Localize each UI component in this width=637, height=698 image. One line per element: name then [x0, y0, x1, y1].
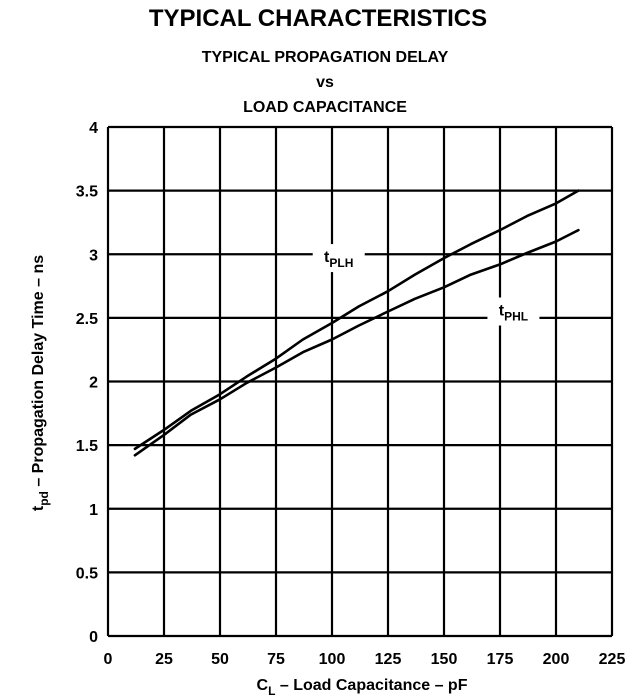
series-label-tplh: tPLH — [324, 249, 353, 270]
x-tick-label: 75 — [267, 651, 285, 668]
y-tick-label: 4 — [89, 120, 98, 137]
y-axis-label: tpd – Propagation Delay Time – ns — [30, 255, 51, 511]
series-line-tplh — [133, 189, 580, 451]
x-tick-label: 200 — [543, 651, 570, 668]
chart-title-vs: vs — [316, 74, 334, 91]
y-tick-label: 1.5 — [76, 438, 98, 455]
x-tick-label: 175 — [487, 651, 514, 668]
y-tick-label: 1 — [89, 502, 98, 519]
series-labels: tPLH tPHL — [312, 244, 540, 326]
y-tick-label: 2.5 — [76, 311, 98, 328]
series-lines — [133, 189, 580, 457]
tick-labels: 0 25 50 75 100 125 150 175 200 225 0 0.5 1 1.5 2 2.5 3 3.… — [76, 120, 626, 668]
page-title: TYPICAL CHARACTERISTICS — [149, 5, 487, 32]
y-tick-label: 2 — [89, 375, 98, 392]
x-tick-label: 225 — [599, 651, 626, 668]
series-line-tphl — [133, 228, 580, 457]
x-axis-label: CL – Load Capacitance – pF — [257, 677, 468, 698]
x-tick-label: 125 — [375, 651, 402, 668]
y-tick-label: 3 — [89, 247, 98, 264]
series-label-tphl: tPHL — [499, 303, 528, 324]
x-tick-label: 150 — [431, 651, 458, 668]
x-tick-label: 100 — [319, 651, 346, 668]
x-tick-label: 0 — [104, 651, 113, 668]
chart-subtitle: LOAD CAPACITANCE — [243, 99, 407, 116]
y-tick-label: 0 — [89, 629, 98, 646]
series-label-bg — [312, 244, 365, 273]
series-label-bg — [487, 297, 540, 326]
x-tick-label: 50 — [211, 651, 229, 668]
y-tick-label: 3.5 — [76, 184, 98, 201]
y-tick-label: 0.5 — [76, 565, 98, 582]
grid — [106, 125, 614, 638]
chart-title: TYPICAL PROPAGATION DELAY — [202, 49, 449, 66]
x-tick-label: 25 — [155, 651, 173, 668]
